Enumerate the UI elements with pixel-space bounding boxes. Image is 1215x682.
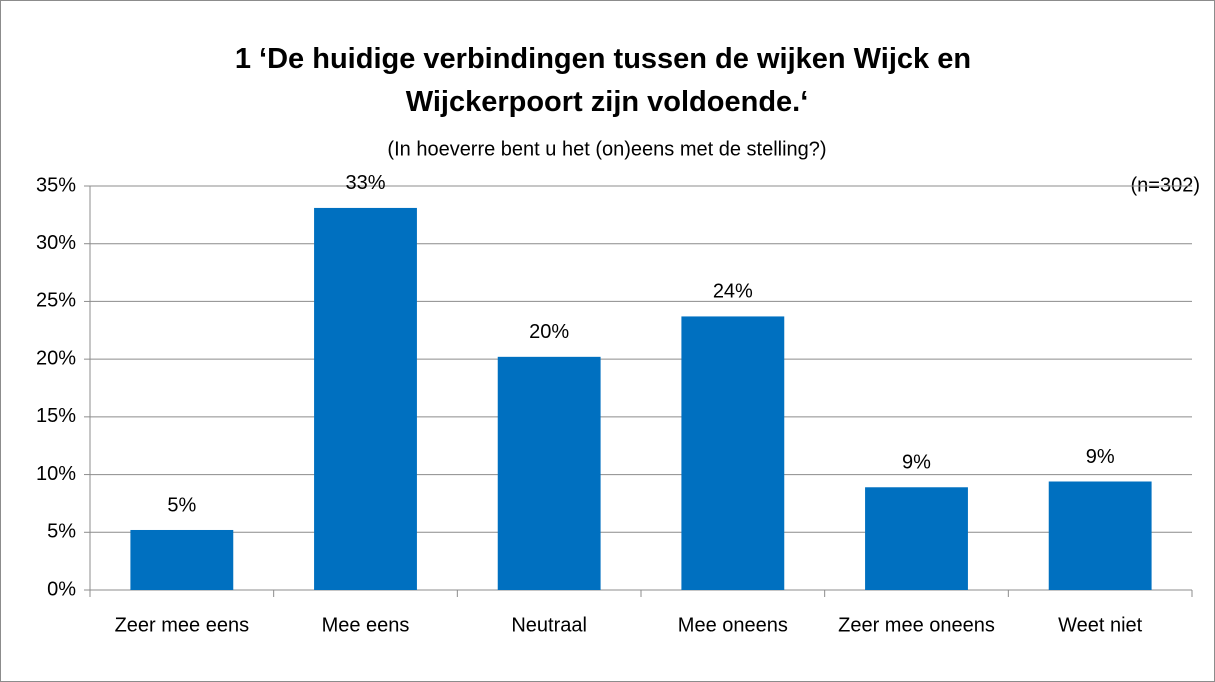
data-label: 33% <box>345 172 385 194</box>
data-label: 20% <box>529 321 569 343</box>
bar <box>314 207 417 590</box>
y-tick-label: 0% <box>47 578 76 600</box>
y-tick-label: 25% <box>36 290 76 312</box>
y-tick-label: 5% <box>47 521 76 543</box>
x-tick-label: Weet niet <box>1058 614 1143 636</box>
x-tick-label: Zeer mee oneens <box>838 614 995 636</box>
bar <box>865 487 968 590</box>
chart-title: 1 ‘De huidige verbindingen tussen de wij… <box>235 43 979 118</box>
y-tick-label: 35% <box>36 174 76 196</box>
y-tick-label: 15% <box>36 405 76 427</box>
data-label: 5% <box>167 494 196 516</box>
x-tick-label: Mee eens <box>322 614 410 636</box>
y-tick-label: 10% <box>36 463 76 485</box>
chart-subtitle: (In hoeverre bent u het (on)eens met de … <box>387 138 826 160</box>
x-tick-label: Neutraal <box>511 614 587 636</box>
data-label: 9% <box>902 452 931 474</box>
y-tick-label: 30% <box>36 232 76 254</box>
sample-size: (n=302) <box>1131 174 1201 196</box>
bar <box>497 356 601 590</box>
data-label: 9% <box>1086 446 1115 468</box>
bar <box>130 529 234 590</box>
bar <box>1048 481 1152 590</box>
y-tick-label: 20% <box>36 347 76 369</box>
x-tick-label: Zeer mee eens <box>115 614 250 636</box>
bar <box>681 316 785 590</box>
data-label: 24% <box>713 281 753 303</box>
x-tick-label: Mee oneens <box>678 614 788 636</box>
